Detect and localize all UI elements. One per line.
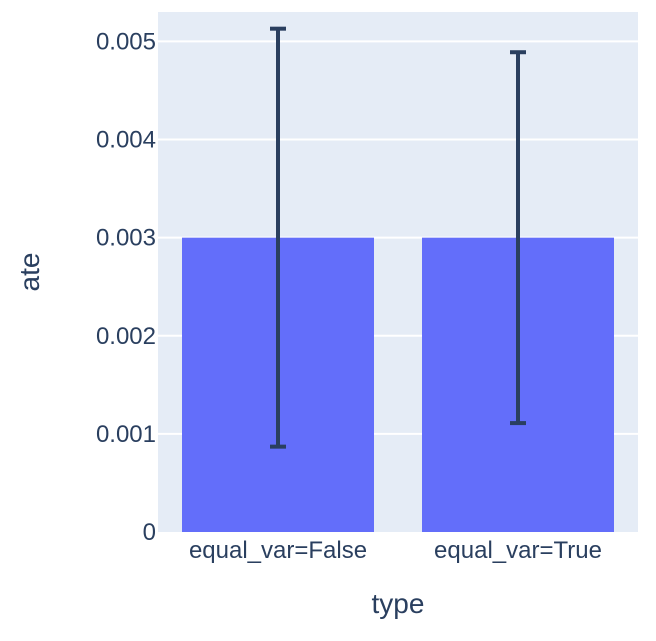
y-axis-ticks: 0 0.001 0.002 0.003 0.004 0.005	[96, 28, 156, 546]
error-bars	[270, 26, 526, 449]
x-axis-title: type	[372, 588, 425, 619]
y-tick-label: 0.001	[96, 421, 156, 448]
y-tick-label: 0.002	[96, 323, 156, 350]
y-tick-label: 0.003	[96, 225, 156, 252]
x-tick-label: equal_var=False	[189, 537, 367, 564]
y-tick-label: 0.005	[96, 28, 156, 55]
y-axis-title: ate	[14, 253, 45, 292]
x-axis-ticks: equal_var=False equal_var=True	[189, 537, 602, 564]
y-tick-label: 0	[143, 519, 156, 546]
y-tick-label: 0.004	[96, 127, 156, 154]
x-tick-label: equal_var=True	[434, 537, 602, 564]
